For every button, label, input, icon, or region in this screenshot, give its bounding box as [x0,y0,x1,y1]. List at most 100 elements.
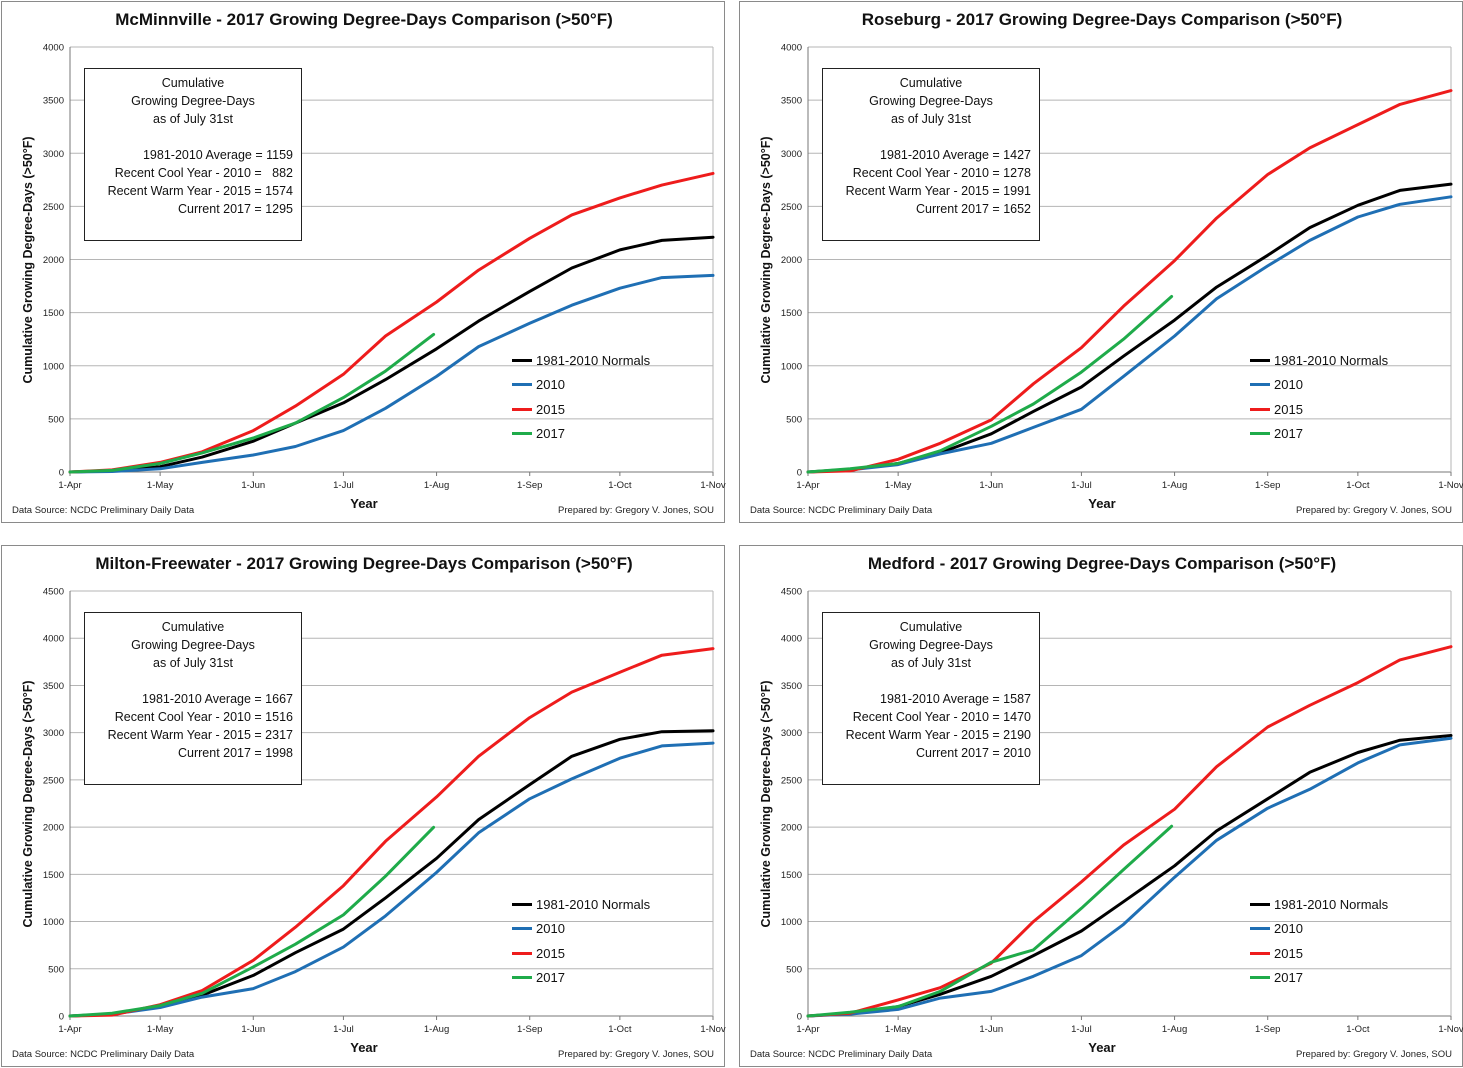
legend-swatch [1250,902,1270,906]
x-tick-label: 1-Jun [979,1024,1003,1035]
x-tick-label: 1-Aug [1162,1024,1187,1035]
legend-label: 2017 [536,970,565,986]
summary-stat-line: Recent Warm Year - 2015 = 2317 [107,728,293,742]
legend: 1981-2010 Normals 2010 2015 2017 [512,892,650,990]
prepared-by-note: Prepared by: Gregory V. Jones, SOU [1296,1049,1452,1060]
summary-stat-line: Current 2017 = 1652 [915,202,1031,216]
x-tick-label: 1-Jun [241,480,265,491]
summary-stat-line: Recent Cool Year - 2010 = 1278 [852,166,1031,180]
summary-box: Cumulative Growing Degree-Days as of July … [84,612,302,785]
x-tick-label: 1-Jul [1071,1024,1092,1035]
x-tick-label: 1-Sep [1255,480,1280,491]
x-tick-label: 1-Nov [700,480,726,491]
series-line-1981-2010-normals [68,235,715,474]
y-tick-label: 1500 [781,308,802,319]
summary-header-line: Cumulative [161,620,225,634]
y-tick-label: 500 [786,414,802,425]
prepared-by-note: Prepared by: Gregory V. Jones, SOU [558,505,714,516]
x-tick-label: 1-Oct [608,1024,632,1035]
chart-plot: 0 500 1000 1500 2000 2500 3000 3500 4000 1-Apr 1-M… [781,43,1463,492]
y-tick-label: 0 [797,1012,802,1023]
summary-header-line: as of July 31st [153,112,233,126]
y-tick-label: 1000 [781,917,802,928]
y-tick-label: 4500 [43,587,64,598]
x-tick-label: 1-May [147,1024,174,1035]
legend-entry: 2017 [512,966,650,991]
chart-plot: 0 500 1000 1500 2000 2500 3000 3500 4000 4500 1-Ap… [43,587,726,1036]
x-axis-title: Year [350,496,378,511]
summary-header-line: as of July 31st [891,112,971,126]
series-line-2010 [68,273,715,474]
summary-stat-line: Current 2017 = 1998 [177,746,293,760]
summary-header-line: Growing Degree-Days [131,94,255,108]
x-tick-label: 1-Oct [608,480,632,491]
legend-label: 2017 [1274,970,1303,986]
x-tick-label: 1-May [147,480,174,491]
summary-header-line: Growing Degree-Days [869,94,993,108]
legend-entry: 2015 [512,941,650,966]
legend-swatch [512,358,532,362]
y-tick-label: 1500 [781,870,802,881]
x-tick-label: 1-Aug [1162,480,1187,491]
y-tick-label: 2000 [43,823,64,834]
legend-entry: 1981-2010 Normals [512,892,650,917]
x-tick-label: 1-Apr [796,480,819,491]
x-tick-label: 1-Nov [1438,1024,1463,1035]
prepared-by-note: Prepared by: Gregory V. Jones, SOU [558,1049,714,1060]
series-line-2017 [806,824,1174,1018]
summary-header-line: Cumulative [161,76,225,90]
summary-stat-line: Recent Warm Year - 2015 = 2190 [845,728,1031,742]
legend-label: 2015 [1274,401,1303,417]
summary-box: Cumulative Growing Degree-Days as of July … [822,68,1040,241]
y-tick-label: 0 [797,468,802,479]
summary-stat-line: Current 2017 = 2010 [915,746,1031,760]
y-tick-label: 3000 [43,728,64,739]
summary-stat-line: Recent Cool Year - 2010 = 882 [114,166,293,180]
legend-swatch [1250,407,1270,411]
y-tick-label: 3500 [781,681,802,692]
legend-entry: 2010 [512,373,650,398]
x-tick-label: 1-Nov [1438,480,1463,491]
x-tick-label: 1-Aug [424,480,449,491]
x-tick-label: 1-Oct [1346,1024,1370,1035]
series-line-2017 [806,295,1174,474]
legend-entry: 2010 [1250,917,1388,942]
legend-entry: 2015 [1250,941,1388,966]
x-tick-label: 1-May [885,480,912,491]
x-axis-title: Year [1088,496,1116,511]
legend-entry: 2017 [1250,966,1388,991]
summary-stat-line: 1981-2010 Average = 1667 [142,692,293,706]
summary-stat-line: 1981-2010 Average = 1427 [880,148,1031,162]
x-tick-label: 1-Aug [424,1024,449,1035]
y-tick-label: 500 [48,964,64,975]
legend-swatch [1250,358,1270,362]
series-line-2017 [68,825,436,1018]
legend-entry: 2015 [512,397,650,422]
chart-title: Medford - 2017 Growing Degree-Days Compa… [867,554,1337,573]
summary-header-line: Cumulative [899,76,963,90]
legend-entry: 2017 [512,422,650,447]
legend-entry: 2010 [1250,373,1388,398]
x-tick-label: 1-Apr [58,480,81,491]
legend-label: 2010 [1274,921,1303,937]
legend-entry: 2017 [1250,422,1388,447]
x-tick-label: 1-Jul [333,1024,354,1035]
summary-header-line: Cumulative [899,620,963,634]
y-tick-label: 1000 [43,917,64,928]
y-tick-label: 3500 [781,96,802,107]
summary-stat-line: Recent Warm Year - 2015 = 1574 [107,184,293,198]
x-tick-label: 1-Sep [517,1024,542,1035]
y-tick-label: 4000 [43,634,64,645]
legend-swatch [1250,432,1270,436]
legend-swatch [512,951,532,955]
legend-label: 1981-2010 Normals [536,896,651,912]
y-tick-label: 500 [786,964,802,975]
legend-swatch [512,902,532,906]
legend-swatch [512,927,532,931]
x-tick-label: 1-Apr [58,1024,81,1035]
legend-swatch [512,976,532,980]
legend-swatch [1250,927,1270,931]
legend: 1981-2010 Normals 2010 2015 2017 [1250,892,1388,990]
x-tick-label: 1-Oct [1346,480,1370,491]
summary-stat-line: Recent Warm Year - 2015 = 1991 [845,184,1031,198]
